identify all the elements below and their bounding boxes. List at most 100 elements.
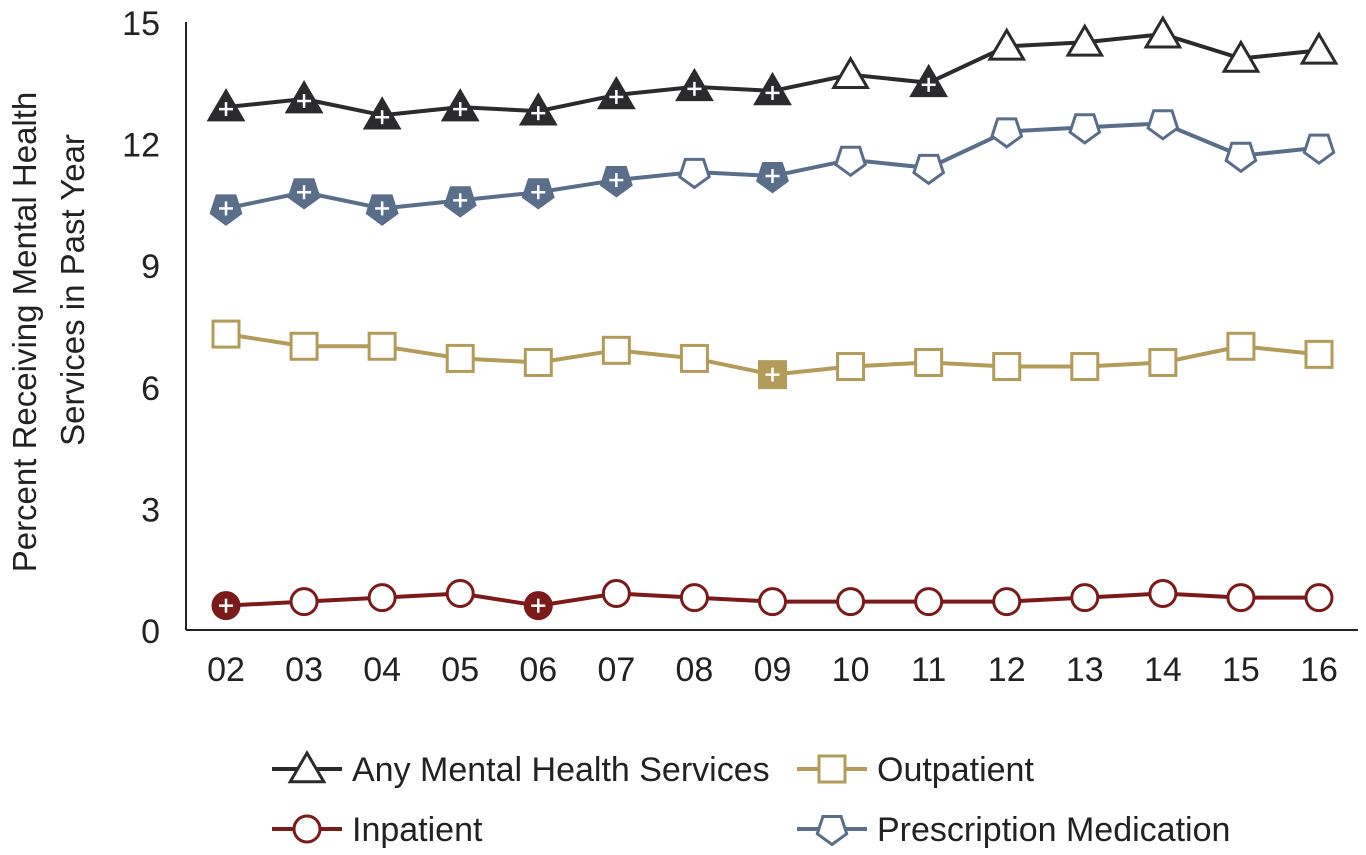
significance-plus-marker xyxy=(921,77,936,92)
significance-plus-marker xyxy=(453,193,468,208)
x-tick-label: 03 xyxy=(285,651,323,689)
x-tick-label: 14 xyxy=(1144,651,1182,689)
data-point xyxy=(1070,583,1100,613)
legend-label: Inpatient xyxy=(352,811,483,849)
data-point xyxy=(1070,352,1100,382)
data-point xyxy=(1148,347,1178,377)
axes xyxy=(185,22,1358,631)
x-tick-label: 15 xyxy=(1222,651,1260,689)
x-tick-label: 04 xyxy=(363,651,401,689)
significance-plus-marker xyxy=(219,598,233,613)
data-point xyxy=(367,583,397,613)
legend-marker xyxy=(817,754,847,784)
series-group xyxy=(206,15,1339,621)
legend-marker xyxy=(815,815,849,847)
x-tick-label: 07 xyxy=(597,651,635,689)
significance-plus-marker xyxy=(765,85,780,100)
significance-plus-marker xyxy=(219,102,233,117)
data-point xyxy=(1299,31,1339,65)
data-point xyxy=(836,352,866,382)
x-tick-label: 12 xyxy=(988,651,1026,689)
significance-plus-marker xyxy=(609,89,624,104)
legend-item-outpatient: Outpatient xyxy=(797,751,1034,789)
significance-plus-marker xyxy=(219,201,233,216)
data-point xyxy=(677,157,711,190)
data-point xyxy=(1146,109,1180,141)
y-tick-label: 9 xyxy=(141,248,160,286)
significance-plus-marker xyxy=(531,185,546,200)
significance-plus-marker xyxy=(531,598,546,613)
data-point xyxy=(1143,15,1183,49)
data-point xyxy=(1065,23,1105,57)
data-point xyxy=(601,579,631,609)
x-tick-label: 09 xyxy=(754,651,792,689)
legend-label: Prescription Medication xyxy=(877,811,1230,849)
data-point xyxy=(1148,579,1178,609)
data-point xyxy=(367,331,397,361)
x-tick-label: 02 xyxy=(207,651,245,689)
data-point xyxy=(914,347,944,377)
y-tick-label: 3 xyxy=(141,491,160,529)
significance-plus-marker xyxy=(297,185,312,200)
y-axis-title: Percent Receiving Mental Health Services… xyxy=(6,92,91,573)
data-point xyxy=(1302,133,1336,166)
data-point xyxy=(523,347,553,377)
data-point xyxy=(987,27,1027,61)
data-point xyxy=(1304,339,1334,369)
series-prescription-medication xyxy=(209,109,1336,226)
x-tick-label: 06 xyxy=(519,651,557,689)
data-point xyxy=(289,587,319,617)
data-point xyxy=(836,587,866,617)
x-tick-label: 13 xyxy=(1066,651,1104,689)
legend-item-any-mental-health-services: Any Mental Health Services xyxy=(272,750,770,789)
data-point xyxy=(1224,141,1258,174)
series-inpatient xyxy=(211,579,1334,621)
series-outpatient xyxy=(211,319,1334,390)
data-point xyxy=(831,55,870,89)
legend: Any Mental Health Services Outpatient Inpa… xyxy=(272,750,1230,849)
legend-item-inpatient: Inpatient xyxy=(272,811,483,849)
significance-plus-marker xyxy=(609,173,624,188)
y-tick-label: 12 xyxy=(122,127,160,165)
y-tick-label: 15 xyxy=(122,5,160,43)
x-tick-label: 05 xyxy=(441,651,479,689)
y-tick-label: 6 xyxy=(141,370,160,408)
data-point xyxy=(1226,331,1256,361)
significance-plus-marker xyxy=(531,106,546,121)
x-tick-label: 11 xyxy=(911,651,946,689)
significance-plus-marker xyxy=(765,367,780,382)
data-point xyxy=(914,587,944,617)
x-tick-label: 10 xyxy=(832,651,870,689)
data-point xyxy=(679,343,709,373)
y-tick-labels: 0 3 6 9 12 15 xyxy=(122,5,160,651)
significance-plus-marker xyxy=(297,94,312,109)
data-point xyxy=(992,352,1022,382)
significance-plus-marker xyxy=(687,81,702,96)
legend-marker xyxy=(287,750,327,784)
data-point xyxy=(758,587,787,617)
legend-marker xyxy=(292,814,322,844)
legend-item-prescription-medication: Prescription Medication xyxy=(797,811,1230,849)
data-point xyxy=(1304,583,1334,613)
legend-label: Outpatient xyxy=(877,751,1034,789)
x-tick-label: 08 xyxy=(676,651,714,689)
legend-label: Any Mental Health Services xyxy=(352,751,770,789)
data-point xyxy=(211,319,241,349)
y-axis-title-line-2: Services in Past Year xyxy=(54,134,91,446)
data-point xyxy=(1068,113,1102,145)
x-tick-label: 16 xyxy=(1300,651,1338,689)
data-point xyxy=(445,343,475,373)
y-tick-label: 0 xyxy=(141,613,160,651)
data-point xyxy=(912,153,946,186)
significance-plus-marker xyxy=(375,110,390,125)
significance-plus-marker xyxy=(375,201,390,216)
data-point xyxy=(445,579,475,609)
data-point xyxy=(990,117,1024,149)
y-axis-title-line-1: Percent Receiving Mental Health xyxy=(6,92,43,573)
data-point xyxy=(992,587,1022,617)
significance-plus-marker xyxy=(453,102,468,117)
data-point xyxy=(834,145,868,178)
data-point xyxy=(1221,39,1261,73)
data-point xyxy=(601,335,631,365)
